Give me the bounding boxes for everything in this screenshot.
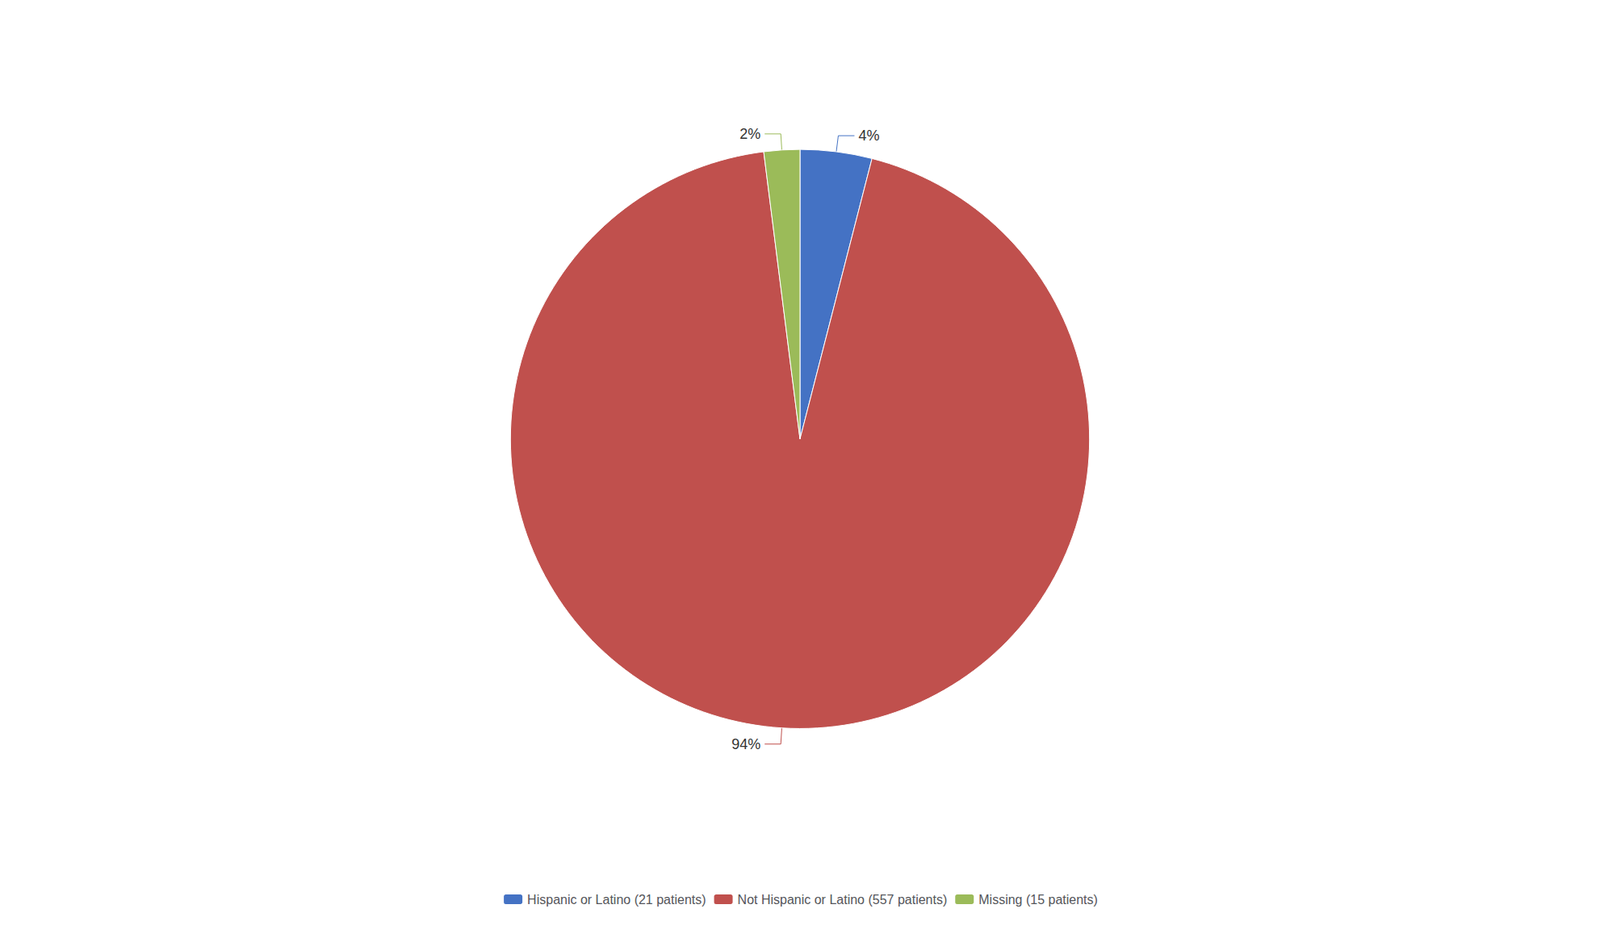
svg-text:Missing (15 patients): Missing (15 patients)	[978, 892, 1098, 907]
svg-text:Hispanic or Latino (21 patient: Hispanic or Latino (21 patients)	[527, 892, 706, 907]
svg-text:4%: 4%	[858, 127, 880, 144]
svg-text:94%: 94%	[731, 736, 761, 753]
svg-text:Not Hispanic or Latino (557 pa: Not Hispanic or Latino (557 patients)	[737, 892, 948, 907]
svg-text:2%: 2%	[739, 125, 761, 143]
